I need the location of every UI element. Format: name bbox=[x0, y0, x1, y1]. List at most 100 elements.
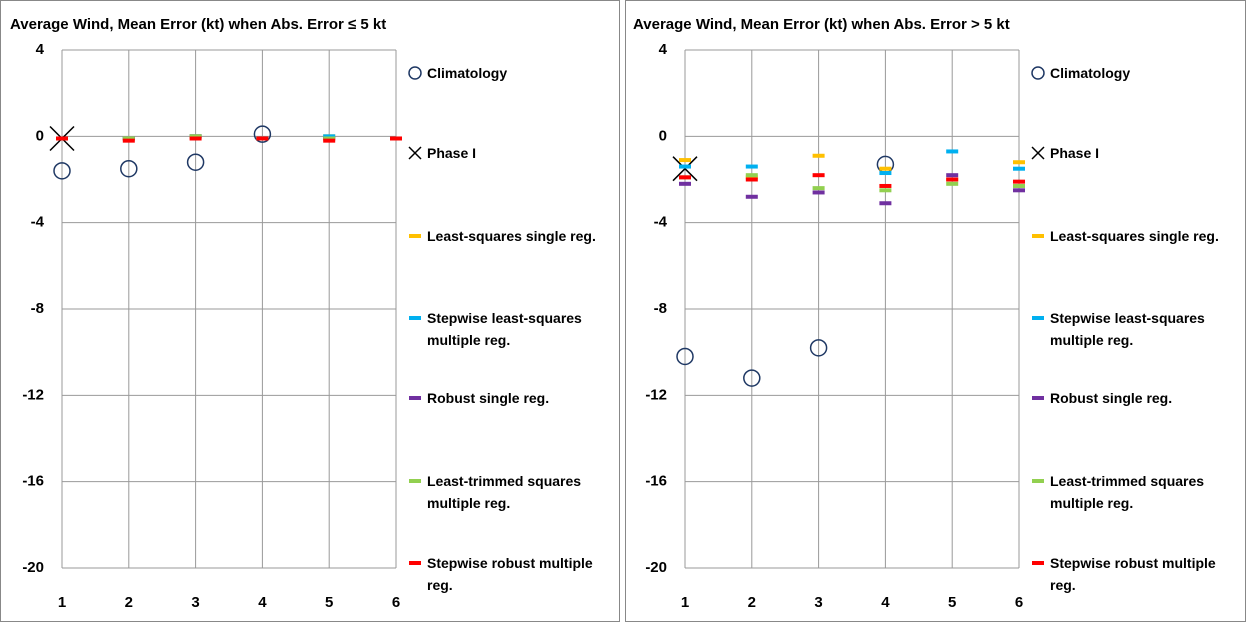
point bbox=[676, 347, 694, 366]
legend-label: Least-squares single reg. bbox=[427, 228, 596, 244]
point bbox=[946, 173, 959, 178]
y-tick-label: -16 bbox=[645, 473, 667, 490]
point bbox=[672, 156, 698, 182]
point bbox=[679, 175, 691, 180]
legend-label: Robust single reg. bbox=[427, 390, 550, 406]
point bbox=[812, 153, 825, 158]
point bbox=[946, 181, 959, 186]
legend-label: Phase I bbox=[1050, 145, 1100, 161]
legend-marker bbox=[409, 479, 421, 483]
point bbox=[879, 201, 892, 206]
point bbox=[745, 175, 758, 180]
point bbox=[946, 177, 959, 182]
point bbox=[122, 138, 135, 143]
chart-title: Average Wind, Mean Error (kt) when Abs. … bbox=[10, 16, 386, 33]
legend-label: Least-squares single reg. bbox=[1050, 228, 1219, 244]
x-tick-label: 1 bbox=[681, 594, 689, 611]
legend-marker bbox=[408, 146, 422, 160]
legend-label: Climatology bbox=[427, 65, 508, 81]
legend-marker bbox=[408, 66, 422, 80]
point bbox=[253, 125, 272, 143]
legend-marker bbox=[1032, 479, 1044, 483]
point bbox=[1013, 166, 1025, 171]
x-tick-label: 3 bbox=[814, 594, 822, 611]
point bbox=[1013, 188, 1025, 193]
legend-label: Least-trimmed squares multiple reg. bbox=[427, 473, 582, 511]
legend-label: Climatology bbox=[1050, 65, 1131, 81]
point bbox=[679, 181, 691, 186]
y-tick-label: -12 bbox=[645, 386, 667, 403]
y-tick-label: -20 bbox=[645, 559, 667, 576]
point bbox=[743, 369, 761, 387]
x-tick-label: 2 bbox=[125, 594, 133, 611]
point bbox=[745, 173, 758, 178]
legend-label: Robust single reg. bbox=[1050, 390, 1173, 406]
x-tick-label: 2 bbox=[748, 594, 756, 611]
point bbox=[186, 153, 205, 171]
y-tick-label: -4 bbox=[654, 214, 668, 231]
point bbox=[53, 162, 71, 180]
point bbox=[189, 134, 202, 139]
point bbox=[122, 136, 135, 141]
legend-label: Stepwise least-squares multiple reg. bbox=[1050, 310, 1205, 348]
legend-marker bbox=[1031, 66, 1045, 80]
legend-marker bbox=[1032, 396, 1044, 400]
legend-label: Stepwise robust multiple reg. bbox=[427, 555, 593, 593]
point bbox=[879, 188, 892, 193]
legend-label: Phase I bbox=[427, 145, 477, 161]
point bbox=[812, 173, 825, 178]
legend-label: Stepwise robust multiple reg. bbox=[1050, 555, 1216, 593]
point bbox=[1013, 179, 1025, 184]
point bbox=[879, 183, 892, 188]
y-tick-label: -4 bbox=[31, 214, 45, 231]
point bbox=[323, 138, 336, 143]
point bbox=[879, 171, 892, 176]
legend-marker bbox=[409, 561, 421, 565]
point bbox=[879, 166, 892, 171]
x-tick-label: 3 bbox=[191, 594, 199, 611]
point bbox=[390, 136, 402, 141]
legend-label: Stepwise least-squares multiple reg. bbox=[427, 310, 582, 348]
y-tick-label: 0 bbox=[36, 127, 44, 144]
y-tick-label: 0 bbox=[659, 127, 667, 144]
y-tick-label: -8 bbox=[654, 300, 667, 317]
point bbox=[1013, 183, 1025, 188]
point bbox=[679, 158, 691, 163]
point bbox=[120, 159, 138, 178]
point bbox=[745, 164, 758, 169]
legend-marker bbox=[1032, 316, 1044, 320]
point bbox=[812, 186, 825, 191]
point bbox=[323, 134, 336, 139]
chart-title: Average Wind, Mean Error (kt) when Abs. … bbox=[633, 16, 1010, 33]
point bbox=[745, 177, 758, 182]
legend-marker bbox=[1032, 234, 1044, 238]
point bbox=[323, 136, 336, 141]
point bbox=[812, 190, 825, 195]
x-stroke bbox=[672, 156, 698, 182]
x-tick-label: 5 bbox=[948, 594, 956, 611]
legend-marker bbox=[409, 316, 421, 320]
y-tick-label: -12 bbox=[22, 386, 44, 403]
y-tick-label: -8 bbox=[31, 300, 44, 317]
legend-label: Least-trimmed squares multiple reg. bbox=[1050, 473, 1205, 511]
x-tick-label: 5 bbox=[325, 594, 333, 611]
point bbox=[679, 164, 691, 169]
point bbox=[1013, 160, 1025, 165]
legend-marker bbox=[409, 396, 421, 400]
point bbox=[745, 194, 758, 199]
point bbox=[946, 149, 959, 154]
legend-marker bbox=[409, 234, 421, 238]
legend-marker bbox=[1031, 146, 1045, 160]
y-tick-label: 4 bbox=[36, 41, 45, 58]
x-tick-label: 6 bbox=[392, 594, 400, 611]
x-tick-label: 4 bbox=[881, 594, 890, 611]
x-tick-label: 4 bbox=[258, 594, 267, 611]
y-tick-label: -16 bbox=[22, 473, 44, 490]
x-tick-label: 1 bbox=[58, 594, 66, 611]
x-tick-label: 6 bbox=[1015, 594, 1023, 611]
y-tick-label: 4 bbox=[659, 41, 668, 58]
point bbox=[189, 136, 202, 141]
point bbox=[256, 136, 269, 141]
